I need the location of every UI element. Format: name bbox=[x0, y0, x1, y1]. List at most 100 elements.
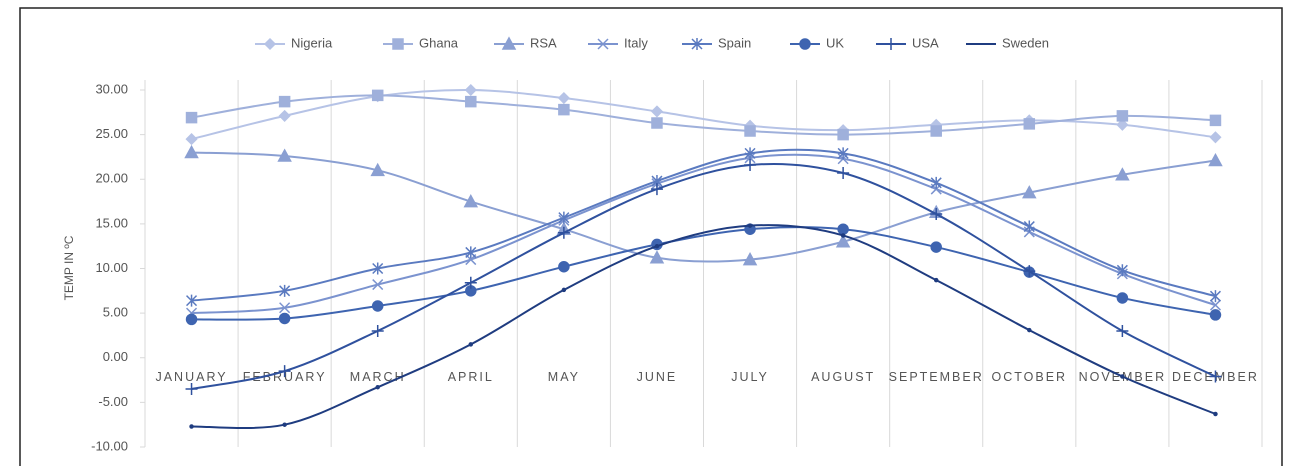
point bbox=[837, 223, 849, 235]
point bbox=[1022, 185, 1037, 199]
point bbox=[189, 424, 194, 429]
point bbox=[649, 250, 665, 264]
point bbox=[279, 284, 291, 297]
legend-label: Nigeria bbox=[291, 35, 333, 50]
x-tick-label: AUGUST bbox=[811, 370, 875, 384]
point bbox=[744, 147, 756, 160]
point bbox=[1116, 264, 1128, 277]
legend-item: USA bbox=[876, 35, 939, 50]
point bbox=[372, 279, 384, 291]
series-line bbox=[191, 162, 1216, 390]
point bbox=[1209, 370, 1222, 383]
point bbox=[1023, 265, 1036, 278]
point bbox=[1209, 131, 1222, 144]
point bbox=[185, 382, 198, 395]
point bbox=[558, 103, 570, 116]
point bbox=[557, 91, 570, 105]
y-tick-label: 15.00 bbox=[95, 215, 128, 230]
point bbox=[1209, 309, 1222, 321]
y-tick-label: -5.00 bbox=[98, 394, 128, 409]
point bbox=[558, 260, 570, 273]
point bbox=[465, 246, 477, 259]
point bbox=[840, 233, 846, 238]
point bbox=[463, 193, 479, 208]
legend-marker bbox=[799, 38, 811, 50]
point bbox=[282, 422, 287, 427]
x-tick-label: APRIL bbox=[448, 370, 494, 384]
point bbox=[650, 105, 664, 118]
x-tick-label: JULY bbox=[731, 370, 769, 384]
point bbox=[930, 176, 942, 189]
legend-label: Italy bbox=[624, 35, 648, 50]
point bbox=[1116, 118, 1129, 131]
point bbox=[747, 223, 753, 228]
point bbox=[279, 302, 291, 314]
y-tick-label: -10.00 bbox=[91, 438, 128, 453]
point bbox=[1116, 110, 1129, 122]
legend-item: Nigeria bbox=[255, 35, 333, 50]
x-tick-label: JANUARY bbox=[155, 370, 227, 384]
point bbox=[1027, 327, 1032, 333]
legend-label: UK bbox=[826, 35, 844, 50]
point bbox=[371, 89, 384, 102]
point bbox=[558, 211, 570, 224]
series-line bbox=[191, 153, 1216, 315]
legend-item: UK bbox=[790, 35, 844, 50]
point bbox=[277, 148, 292, 162]
series-line bbox=[191, 226, 1216, 321]
legend-marker bbox=[392, 38, 404, 50]
y-tick-label: 5.00 bbox=[103, 305, 128, 320]
point bbox=[1116, 292, 1129, 304]
y-tick-label: 20.00 bbox=[95, 171, 128, 186]
legend-item: Ghana bbox=[383, 35, 459, 50]
point bbox=[184, 144, 199, 159]
point bbox=[930, 125, 942, 137]
y-tick-label: 0.00 bbox=[103, 349, 128, 364]
legend-marker bbox=[885, 38, 897, 50]
legend-label: Spain bbox=[718, 35, 751, 50]
legend-label: Sweden bbox=[1002, 35, 1049, 50]
point bbox=[1023, 118, 1036, 130]
point bbox=[278, 312, 291, 325]
point bbox=[744, 158, 757, 171]
frame bbox=[19, 7, 1283, 466]
point bbox=[837, 128, 849, 141]
point bbox=[654, 243, 660, 249]
x-tick-label: SEPTEMBER bbox=[889, 370, 984, 384]
legend-marker bbox=[691, 38, 703, 50]
point bbox=[464, 83, 477, 97]
point bbox=[557, 226, 570, 239]
legend-item: Sweden bbox=[966, 35, 1049, 50]
point bbox=[930, 208, 943, 221]
y-tick-label: 30.00 bbox=[95, 81, 128, 96]
point bbox=[742, 252, 758, 266]
point bbox=[1209, 299, 1221, 311]
point bbox=[837, 147, 849, 160]
point bbox=[1115, 167, 1130, 181]
point bbox=[185, 111, 198, 124]
point bbox=[1213, 411, 1218, 417]
series-line bbox=[191, 224, 1216, 430]
point bbox=[561, 287, 567, 293]
point bbox=[372, 262, 384, 275]
legend-marker bbox=[263, 37, 277, 51]
point bbox=[1208, 152, 1223, 167]
point bbox=[744, 125, 756, 137]
point bbox=[1120, 374, 1125, 379]
point bbox=[650, 183, 663, 196]
series-line bbox=[191, 88, 1216, 141]
legend-label: Ghana bbox=[419, 35, 459, 50]
point bbox=[278, 95, 291, 108]
legend-marker bbox=[501, 36, 517, 50]
series-line bbox=[191, 94, 1216, 136]
point bbox=[370, 162, 385, 177]
point bbox=[371, 300, 384, 312]
legend-item: Spain bbox=[682, 35, 751, 50]
point bbox=[933, 277, 939, 283]
point bbox=[371, 324, 384, 337]
series-line bbox=[191, 151, 1216, 263]
point bbox=[185, 313, 198, 326]
point bbox=[1023, 220, 1035, 233]
y-tick-label: 10.00 bbox=[95, 260, 128, 275]
point bbox=[464, 276, 477, 289]
